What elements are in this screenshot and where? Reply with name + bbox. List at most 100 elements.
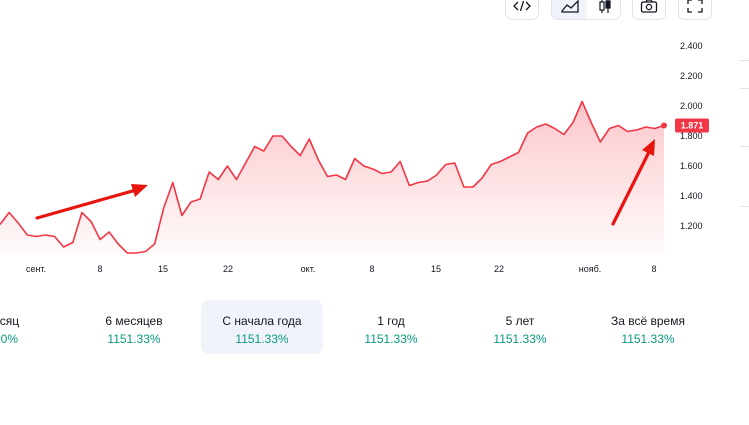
period-6-months[interactable]: 6 месяцев 1151.33%	[73, 300, 195, 354]
x-tick-label: 8	[97, 264, 102, 274]
data-point	[481, 177, 484, 180]
data-point	[253, 145, 256, 148]
embed-code-button[interactable]	[505, 0, 539, 20]
period-change: 1151.33%	[493, 332, 547, 346]
period-change: 1.10%	[0, 332, 19, 346]
data-point	[126, 252, 129, 255]
period-label: 1 год	[377, 314, 405, 328]
data-point	[62, 246, 65, 249]
data-point	[117, 243, 120, 246]
data-point	[390, 171, 393, 174]
data-point	[190, 201, 193, 204]
data-point	[499, 160, 502, 163]
data-point	[80, 211, 83, 214]
data-point	[444, 163, 447, 166]
price-line	[0, 100, 665, 254]
camera-icon	[640, 0, 658, 13]
data-point	[435, 174, 438, 177]
data-point	[144, 250, 147, 253]
data-point	[17, 222, 20, 225]
data-point	[335, 174, 338, 177]
data-point	[453, 162, 456, 165]
last-point-marker	[661, 122, 667, 129]
y-tick-label: 1.600	[680, 161, 703, 171]
period-5-years[interactable]: 5 лет 1151.33%	[459, 300, 581, 354]
x-tick-label: 22	[494, 264, 504, 274]
x-axis: сент. 8 15 22 окт. 8 15 22 нояб. 8	[26, 264, 657, 274]
y-tick-label: 1.800	[680, 131, 703, 141]
panel-edge	[740, 60, 749, 210]
period-label: С начала года	[222, 314, 302, 328]
screenshot-button[interactable]	[632, 0, 666, 20]
data-point	[162, 207, 165, 210]
data-point	[426, 180, 429, 183]
data-point	[617, 124, 620, 127]
data-point	[290, 145, 293, 148]
data-point	[544, 123, 547, 126]
x-tick-label: окт.	[301, 264, 316, 274]
last-price-badge	[675, 118, 709, 133]
data-point	[362, 165, 365, 168]
period-label: За всё время	[611, 314, 685, 328]
data-point	[217, 178, 220, 181]
candles-chart-button[interactable]	[587, 0, 622, 19]
fullscreen-icon	[687, 0, 703, 13]
data-point	[244, 162, 247, 165]
data-point	[262, 150, 265, 153]
data-point	[208, 171, 211, 174]
period-selector: Месяц 1.10% 6 месяцев 1151.33% С начала …	[0, 300, 749, 356]
data-point	[171, 181, 174, 184]
price-chart[interactable]: 2.400 2.200 2.000 1.800 1.600 1.400 1.200 сент…	[0, 30, 749, 285]
data-point	[180, 214, 183, 217]
x-tick-label: 15	[158, 264, 168, 274]
data-point	[399, 160, 402, 163]
last-price-label: 1.871	[675, 118, 709, 133]
data-point	[326, 175, 329, 178]
data-point	[508, 156, 511, 159]
data-point	[581, 100, 584, 103]
period-1-year[interactable]: 1 год 1151.33%	[330, 300, 452, 354]
data-point	[235, 178, 238, 181]
data-point	[381, 172, 384, 175]
data-point	[280, 135, 283, 138]
data-point	[308, 138, 311, 141]
x-tick-label: 8	[369, 264, 374, 274]
data-point	[553, 127, 556, 130]
period-change: 1151.33%	[364, 332, 418, 346]
data-point	[653, 127, 656, 130]
data-point	[490, 163, 493, 166]
data-point	[635, 129, 638, 132]
data-point	[317, 159, 320, 162]
period-all-time[interactable]: За всё время 1151.33%	[587, 300, 709, 354]
period-change: 1151.33%	[235, 332, 289, 346]
data-point	[562, 133, 565, 136]
y-tick-label: 2.400	[680, 41, 703, 51]
period-month[interactable]: Месяц 1.10%	[0, 300, 62, 354]
y-tick-label: 1.200	[680, 221, 703, 231]
period-ytd[interactable]: С начала года 1151.33%	[201, 300, 323, 354]
data-point	[8, 211, 11, 214]
period-change: 1151.33%	[107, 332, 161, 346]
y-tick-label: 2.200	[680, 71, 703, 81]
x-tick-label: 15	[431, 264, 441, 274]
data-point	[199, 198, 202, 201]
area-chart-button[interactable]	[552, 0, 587, 19]
data-point	[417, 181, 420, 184]
chart-style-switch	[551, 0, 621, 20]
data-point	[89, 220, 92, 223]
x-tick-label: 22	[223, 264, 233, 274]
data-point	[26, 234, 29, 237]
y-axis: 2.400 2.200 2.000 1.800 1.600 1.400 1.200	[680, 41, 703, 231]
price-area	[0, 101, 664, 255]
data-point	[572, 121, 575, 124]
data-point	[471, 186, 474, 189]
candles-icon	[598, 0, 611, 13]
fullscreen-button[interactable]	[678, 0, 712, 20]
data-point	[135, 252, 138, 255]
x-tick-label: 8	[651, 264, 656, 274]
data-point	[353, 157, 356, 160]
data-point	[153, 243, 156, 246]
data-point	[299, 154, 302, 157]
data-point	[35, 235, 38, 238]
data-point	[590, 121, 593, 124]
